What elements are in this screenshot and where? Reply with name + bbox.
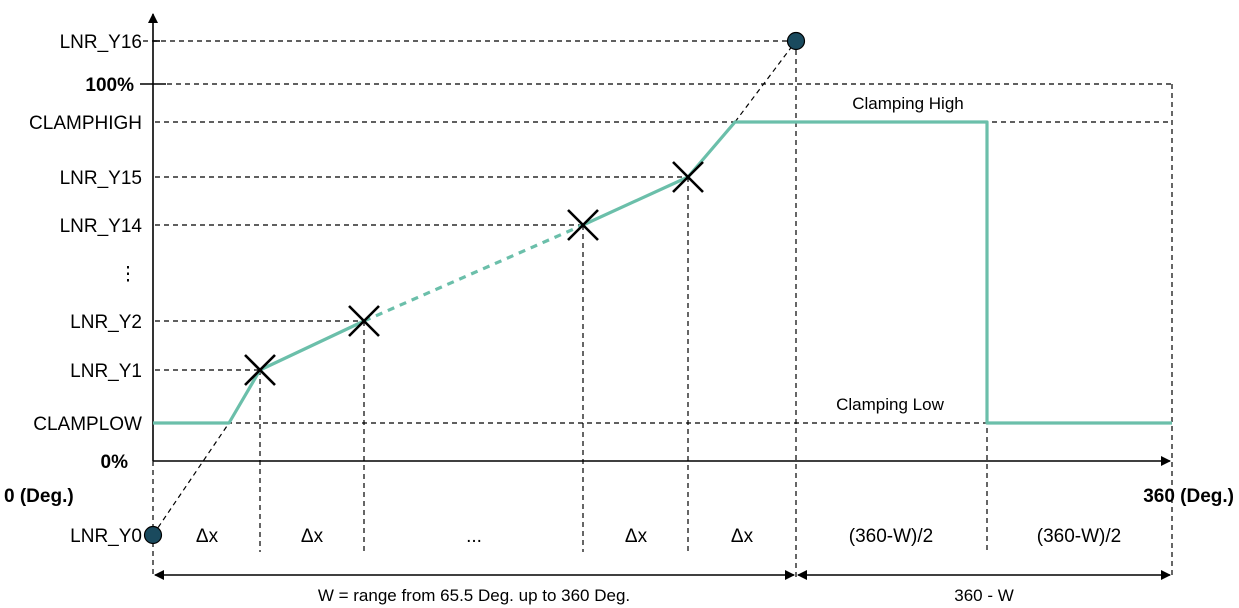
label-lnr-y14: LNR_Y14 (60, 216, 143, 237)
x-mark-y1 (244, 354, 276, 386)
label-lnr-y15: LNR_Y15 (60, 168, 142, 189)
label-lnr-y16: LNR_Y16 (60, 32, 142, 53)
label-clamplow: CLAMPLOW (33, 414, 142, 435)
segment-dx-4: Δx (731, 526, 754, 547)
label-100-percent: 100% (85, 75, 134, 96)
label-lnr-y0: LNR_Y0 (70, 526, 142, 547)
segment-dots: ... (466, 526, 482, 547)
extrapolation-high (734, 40, 797, 123)
segment-dx-2: Δx (301, 526, 324, 547)
point-markers (244, 161, 704, 386)
label-clamphigh: CLAMPHIGH (29, 113, 142, 134)
label-ellipsis: ⋮ (119, 264, 138, 285)
curve-high-segment (582, 120, 1172, 425)
x-mark-y14 (567, 209, 599, 241)
dimension-remainder-label: 360 - W (954, 586, 1014, 605)
segment-dx-1: Δx (196, 526, 219, 547)
endpoint-y16-dot (786, 31, 806, 51)
label-lnr-y1: LNR_Y1 (70, 361, 142, 382)
x-mark-y2 (348, 305, 380, 337)
horizontal-guides (143, 40, 1172, 424)
annotation-clamping-low: Clamping Low (836, 395, 944, 414)
x-mark-y15 (672, 161, 704, 193)
extrapolation-low (152, 422, 230, 536)
label-0-percent: 0% (101, 452, 129, 473)
segment-half-2: (360-W)/2 (1037, 526, 1121, 547)
curve-dashed-segment (363, 223, 584, 323)
label-lnr-y2: LNR_Y2 (70, 312, 142, 333)
label-x-0-deg: 0 (Deg.) (4, 486, 74, 507)
segment-half-1: (360-W)/2 (849, 526, 933, 547)
segment-dx-3: Δx (625, 526, 648, 547)
label-x-360-deg: 360 (Deg.) (1143, 486, 1234, 507)
dimension-w-label: W = range from 65.5 Deg. up to 360 Deg. (318, 586, 630, 605)
curve-low-segment (153, 319, 365, 425)
annotation-clamping-high: Clamping High (852, 94, 964, 113)
endpoint-y0-dot (143, 525, 163, 545)
